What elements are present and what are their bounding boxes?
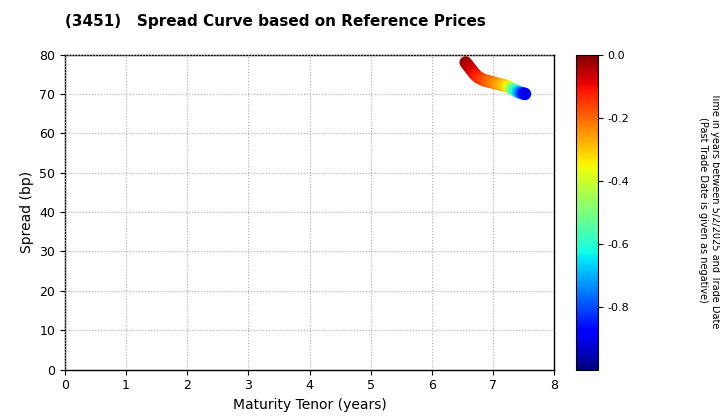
- Point: [503, 84, 514, 90]
- Point: [504, 84, 516, 91]
- Point: [497, 81, 508, 88]
- Y-axis label: Spread (bp): Spread (bp): [19, 171, 34, 253]
- Point: [467, 68, 479, 75]
- Text: Time in years between 5/2/2025 and Trade Date
(Past Trade Date is given as negat: Time in years between 5/2/2025 and Trade…: [698, 92, 720, 328]
- Point: [460, 59, 472, 66]
- Point: [466, 67, 477, 74]
- Point: [489, 80, 500, 87]
- Point: [475, 75, 487, 82]
- Point: [465, 66, 477, 72]
- Point: [471, 73, 482, 79]
- Point: [509, 87, 521, 93]
- Point: [519, 91, 531, 97]
- Point: [510, 87, 521, 94]
- Point: [515, 89, 526, 96]
- Point: [487, 79, 499, 86]
- Point: [477, 76, 488, 83]
- Point: [472, 74, 484, 80]
- Point: [516, 90, 528, 97]
- Point: [480, 77, 491, 84]
- Point: [469, 70, 480, 77]
- Point: [507, 86, 518, 92]
- Point: [501, 83, 513, 89]
- Point: [464, 64, 475, 71]
- Point: [498, 82, 509, 89]
- Point: [495, 81, 506, 88]
- Point: [505, 85, 517, 92]
- Point: [482, 78, 494, 85]
- Point: [485, 79, 497, 86]
- Point: [469, 71, 481, 78]
- Point: [462, 62, 474, 69]
- Point: [481, 78, 492, 84]
- Point: [513, 89, 525, 95]
- Point: [493, 81, 505, 87]
- Point: [490, 80, 502, 87]
- Point: [473, 74, 485, 81]
- Point: [500, 82, 511, 89]
- Point: [485, 79, 496, 85]
- Text: (3451)   Spread Curve based on Reference Prices: (3451) Spread Curve based on Reference P…: [65, 14, 486, 29]
- Point: [512, 88, 523, 95]
- Point: [492, 80, 503, 87]
- Point: [478, 77, 490, 84]
- X-axis label: Maturity Tenor (years): Maturity Tenor (years): [233, 398, 387, 412]
- Point: [518, 90, 529, 97]
- Point: [461, 61, 472, 68]
